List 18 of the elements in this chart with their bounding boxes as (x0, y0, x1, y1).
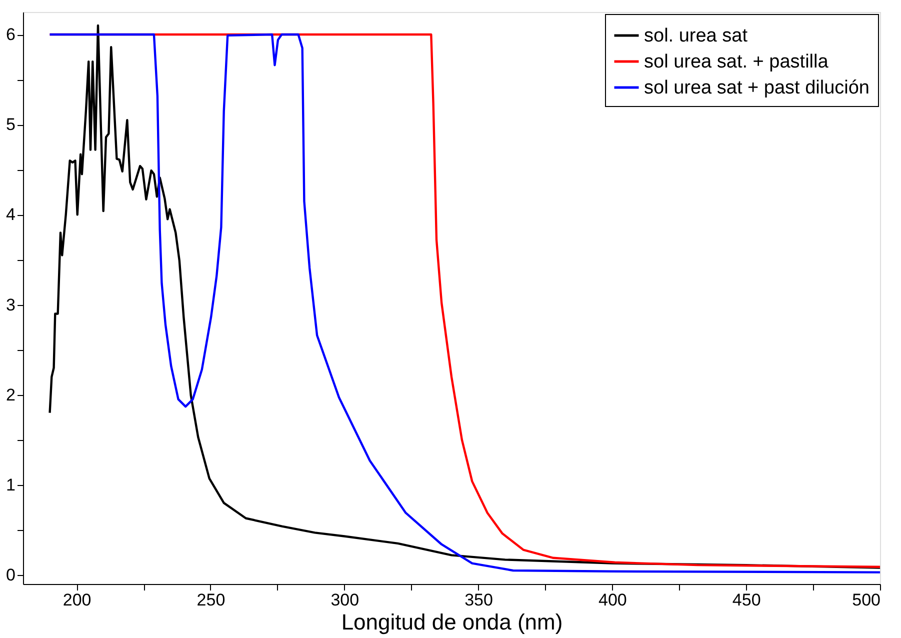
y-tick-label: 5 (6, 115, 16, 134)
x-tick-label: 400 (598, 590, 627, 610)
x-tick-label: 350 (464, 590, 493, 610)
y-tick-label: 4 (6, 205, 16, 224)
y-tick-label: 2 (6, 385, 16, 404)
y-tick-label: 0 (6, 565, 16, 584)
x-tick-label: 300 (330, 590, 360, 610)
x-tick-label: 200 (62, 590, 92, 610)
legend-label: sol urea sat. + pastilla (644, 52, 829, 72)
legend-label: sol. urea sat (644, 26, 748, 46)
y-tick-label: 6 (6, 25, 16, 44)
x-tick-label: 500 (852, 590, 880, 610)
y-tick-label: 3 (6, 295, 16, 314)
x-axis-title: Longitud de onda (nm) (341, 610, 563, 634)
legend-label: sol urea sat + past dilución (644, 78, 870, 98)
y-tick-label: 1 (6, 475, 16, 494)
x-tick-label: 450 (732, 590, 761, 610)
x-tick-label: 250 (196, 590, 226, 610)
